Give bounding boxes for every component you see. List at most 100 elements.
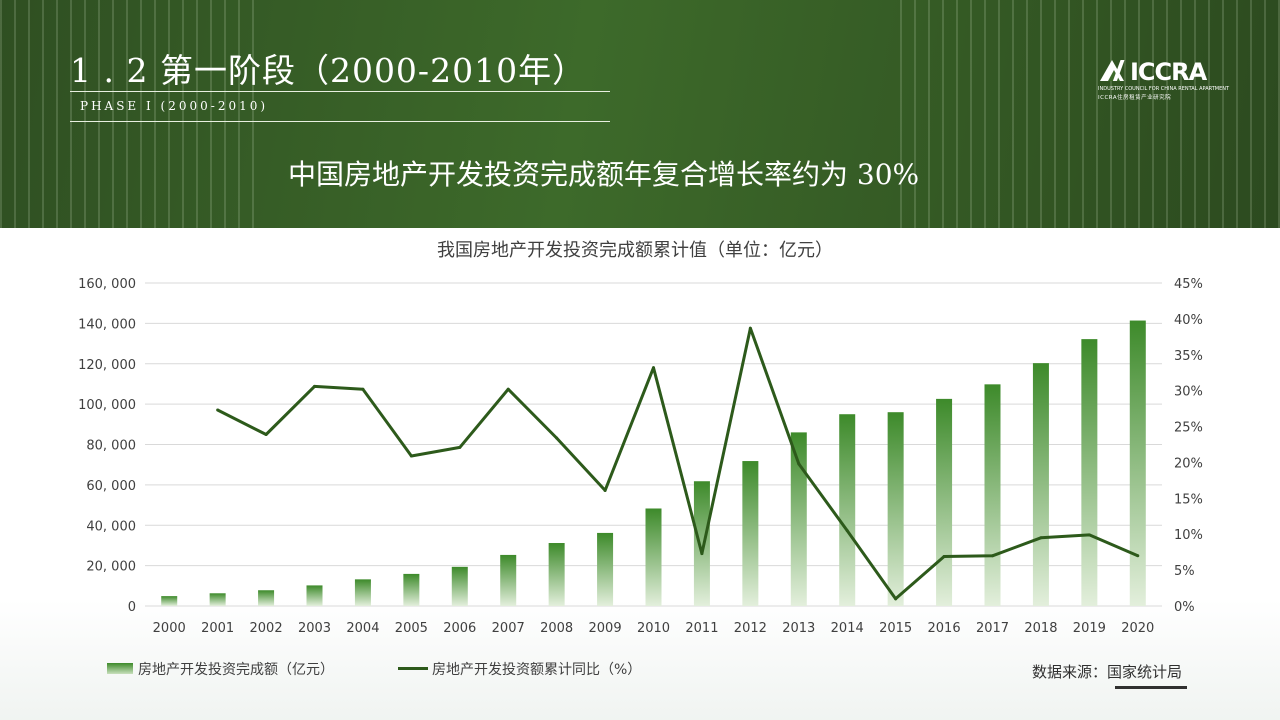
y-right-tick-label: 45% xyxy=(1174,277,1203,292)
bar xyxy=(258,590,275,606)
y-right-tick-label: 10% xyxy=(1174,528,1203,543)
line-point xyxy=(942,554,946,558)
line-point xyxy=(748,326,752,330)
source-underline xyxy=(1115,686,1187,689)
line-point xyxy=(216,408,220,412)
x-tick-label: 2019 xyxy=(1073,621,1106,636)
bar xyxy=(1032,363,1049,606)
x-tick-label: 2004 xyxy=(346,621,379,636)
bar xyxy=(936,398,953,606)
y-right-tick-label: 25% xyxy=(1174,421,1203,436)
bar xyxy=(306,585,323,606)
x-tick-label: 2009 xyxy=(589,621,622,636)
y-left-tick-label: 160, 000 xyxy=(78,277,136,292)
x-tick-label: 2015 xyxy=(879,621,912,636)
x-tick-label: 2001 xyxy=(201,621,234,636)
x-tick-label: 2014 xyxy=(831,621,864,636)
bar xyxy=(451,566,468,606)
bar xyxy=(1129,320,1146,606)
x-tick-label: 2010 xyxy=(637,621,670,636)
line-point xyxy=(1039,536,1043,540)
y-right-tick-label: 30% xyxy=(1174,385,1203,400)
line-point xyxy=(652,366,655,370)
y-left-tick-label: 40, 000 xyxy=(86,519,136,534)
x-tick-label: 2007 xyxy=(492,621,525,636)
header-banner: 1 . 2 第一阶段（2000-2010年） PHASE I (2000-201… xyxy=(0,0,1280,228)
x-tick-label: 2018 xyxy=(1024,621,1057,636)
bar xyxy=(693,481,710,606)
x-tick-label: 2003 xyxy=(298,621,331,636)
series-line xyxy=(216,326,1139,601)
y-right-tick-label: 40% xyxy=(1174,313,1203,328)
bar xyxy=(839,414,856,606)
x-tick-label: 2016 xyxy=(928,621,961,636)
x-tick-label: 2020 xyxy=(1121,621,1154,636)
line-point xyxy=(603,488,607,492)
bar xyxy=(1081,339,1098,606)
x-tick-label: 2005 xyxy=(395,621,428,636)
line-point xyxy=(361,387,365,391)
data-source: 数据来源：国家统计局 xyxy=(1032,663,1183,681)
line-point xyxy=(700,552,704,556)
bar xyxy=(209,593,226,606)
bar xyxy=(548,543,565,606)
x-tick-label: 2013 xyxy=(782,621,815,636)
y-right-tick-label: 0% xyxy=(1174,600,1195,615)
y-right-tick-label: 35% xyxy=(1174,349,1203,364)
x-tick-label: 2017 xyxy=(976,621,1009,636)
bar xyxy=(645,508,662,606)
x-tick-label: 2008 xyxy=(540,621,573,636)
line-point xyxy=(845,529,849,533)
bar xyxy=(500,554,517,606)
line-point xyxy=(555,436,559,440)
logo-subtitle-en: INDUSTRY COUNCIL FOR CHINA RENTAL APARTM… xyxy=(1098,86,1230,92)
legend-line-label: 房地产开发投资额累计同比（%） xyxy=(432,662,642,678)
line-point xyxy=(894,597,898,601)
y-left-tick-label: 140, 000 xyxy=(78,317,136,332)
line-point xyxy=(264,432,268,436)
building-texture-right xyxy=(900,0,1280,228)
line-point xyxy=(1087,533,1091,537)
legend-bar-swatch xyxy=(107,663,133,674)
x-tick-label: 2006 xyxy=(443,621,476,636)
line-point xyxy=(409,454,413,458)
y-right-tick-label: 20% xyxy=(1174,456,1203,471)
y-right-tick-label: 15% xyxy=(1174,492,1203,507)
title-rule xyxy=(70,91,610,92)
headline: 中国房地产开发投资完成额年复合增长率约为 30% xyxy=(288,158,920,191)
x-tick-label: 2000 xyxy=(153,621,186,636)
logo-subtitle-cn: ICCRA住房租赁产业研究院 xyxy=(1098,95,1172,101)
legend-bar-label: 房地产开发投资完成额（亿元） xyxy=(138,662,334,678)
y-left-tick-label: 100, 000 xyxy=(78,398,136,413)
line-point xyxy=(1136,554,1140,558)
x-tick-label: 2011 xyxy=(685,621,718,636)
chart-title: 我国房地产开发投资完成额累计值（单位：亿元） xyxy=(437,240,833,261)
bar xyxy=(354,579,371,606)
bar xyxy=(984,384,1001,606)
line-point xyxy=(797,462,801,466)
line-point xyxy=(506,387,510,391)
bottom-background xyxy=(0,600,1280,720)
y-left-tick-label: 0 xyxy=(128,600,136,615)
bar xyxy=(742,461,759,606)
y-left-tick-label: 60, 000 xyxy=(86,479,136,494)
y-left-tick-label: 20, 000 xyxy=(86,560,136,575)
line-point xyxy=(313,384,316,388)
bar xyxy=(161,596,178,606)
building-texture-left xyxy=(0,0,260,228)
logo-text: ICCRA xyxy=(1130,58,1207,86)
bar xyxy=(597,532,614,606)
section-title: 1 . 2 第一阶段（2000-2010年） xyxy=(70,51,587,90)
legend-line-swatch xyxy=(398,667,428,670)
x-tick-label: 2002 xyxy=(250,621,283,636)
y-left-tick-label: 80, 000 xyxy=(86,439,136,454)
line-point xyxy=(991,554,994,558)
bar xyxy=(887,412,904,606)
iccra-logo-icon xyxy=(1100,60,1125,81)
y-right-tick-label: 5% xyxy=(1174,564,1195,579)
bar xyxy=(790,432,807,606)
section-subtitle: PHASE I (2000-2010) xyxy=(80,99,269,113)
subtitle-rule xyxy=(70,121,610,122)
y-left-tick-label: 120, 000 xyxy=(78,358,136,373)
